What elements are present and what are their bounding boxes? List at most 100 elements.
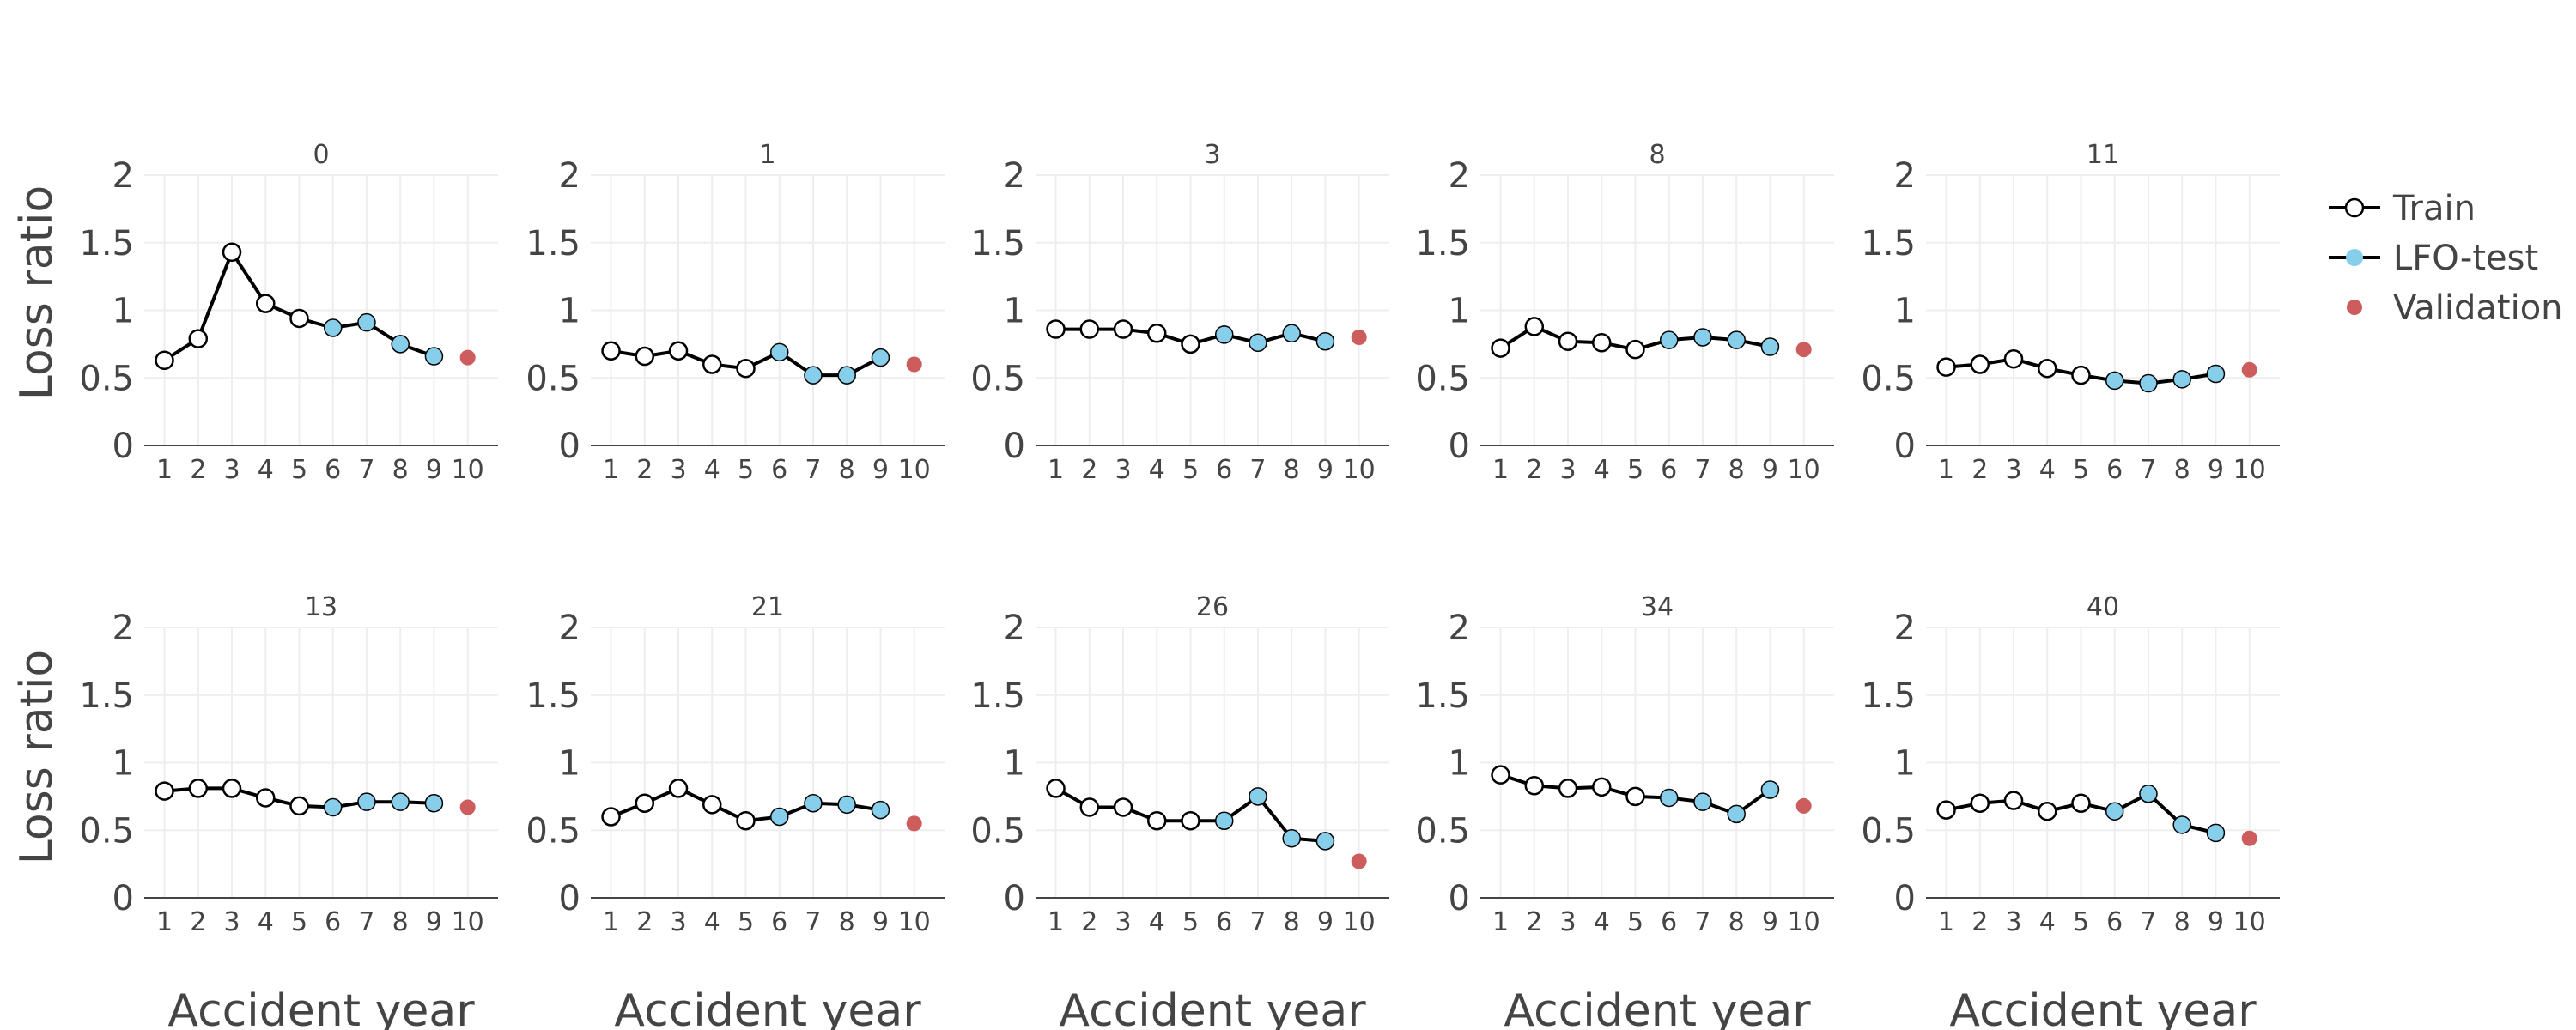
x-tick-label: 4 (2039, 455, 2056, 485)
x-tick-label: 6 (2106, 455, 2123, 485)
test-point (323, 797, 343, 817)
train-point (1970, 793, 1990, 813)
x-tick-label: 8 (392, 455, 409, 485)
x-tick-label: 4 (1149, 907, 1165, 937)
train-point (1147, 810, 1167, 831)
y-tick-label: 0.5 (79, 359, 134, 398)
x-tick-label: 10 (1343, 455, 1376, 485)
test-point (1249, 787, 1267, 806)
train-point (155, 350, 174, 371)
y-tick-label: 0 (112, 879, 134, 918)
train-point (222, 242, 242, 263)
y-tick-label: 1.5 (79, 676, 134, 716)
test-point (1214, 325, 1234, 344)
train-point (1046, 319, 1066, 339)
train-point (601, 807, 621, 827)
x-tick-label: 1 (1048, 455, 1064, 485)
x-tick-label: 6 (1216, 907, 1232, 937)
train-point (1558, 331, 1578, 351)
y-tick-label: 1 (1894, 744, 1916, 784)
train-point (289, 308, 309, 329)
x-tick-label: 3 (2005, 455, 2021, 485)
x-tick-label: 7 (1694, 907, 1710, 937)
y-tick-label: 1 (1004, 292, 1025, 331)
train-point (1079, 797, 1100, 817)
x-tick-label: 5 (1182, 907, 1199, 937)
train-point (1113, 319, 1133, 339)
x-tick-label: 9 (872, 455, 889, 485)
train-point (1524, 317, 1545, 336)
test-point (1760, 780, 1780, 799)
x-tick-label: 8 (839, 455, 855, 485)
test-point (424, 794, 444, 813)
legend-marker (2347, 300, 2362, 315)
test-point (357, 792, 376, 811)
x-tick-label: 4 (1594, 455, 1610, 485)
validation-point (906, 815, 922, 832)
x-tick-label: 1 (156, 455, 173, 485)
panel-1: 00.511.521 2 3 4 5 6 7 8 9 101 (526, 140, 945, 485)
y-tick-label: 2 (1894, 609, 1916, 648)
legend-label: LFO-test (2393, 239, 2538, 278)
x-tick-label: 5 (2073, 455, 2089, 485)
x-tick-label: 4 (258, 455, 274, 485)
test-point (2105, 371, 2124, 391)
test-point (837, 366, 856, 385)
x-tick-label: 9 (426, 907, 442, 937)
x-tick-label: 4 (258, 907, 274, 937)
y-tick-label: 0 (1004, 427, 1025, 466)
x-tick-label: 7 (358, 455, 374, 485)
x-tick-label: 7 (1249, 907, 1266, 937)
x-tick-label: 8 (1284, 907, 1300, 937)
train-point (1625, 786, 1645, 807)
panel-3: 00.511.521 2 3 4 5 6 7 8 9 103 (970, 140, 1389, 485)
train-point (1046, 779, 1066, 798)
y-tick-label: 2 (559, 156, 580, 196)
x-tick-label: 3 (223, 455, 240, 485)
test-point (871, 800, 890, 820)
test-point (837, 795, 856, 815)
x-tick-label: 5 (738, 907, 754, 937)
x-tick-label: 3 (1559, 907, 1576, 937)
x-tick-label: 2 (1971, 907, 1988, 937)
x-tick-label: 7 (358, 907, 374, 937)
x-tick-label: 8 (1728, 455, 1745, 485)
validation-point (2241, 361, 2257, 378)
test-point (1659, 788, 1679, 808)
validation-point (459, 799, 476, 815)
x-tick-label: 6 (325, 455, 341, 485)
test-point (2139, 784, 2158, 803)
y-tick-label: 0.5 (1861, 811, 1916, 851)
train-point (635, 793, 655, 813)
x-tick-label: 7 (2140, 907, 2156, 937)
x-tick-label: 1 (603, 455, 619, 485)
train-point (702, 354, 722, 374)
y-tick-label: 0.5 (1861, 359, 1916, 398)
test-point (1282, 828, 1301, 848)
test-point (391, 792, 410, 811)
x-tick-label: 10 (1788, 455, 1820, 485)
x-tick-label: 5 (738, 455, 754, 485)
test-point (424, 347, 444, 366)
x-axis-label: Accident year (1504, 985, 1811, 1030)
y-tick-label: 1 (1449, 292, 1470, 331)
y-tick-label: 2 (1004, 156, 1025, 196)
y-tick-label: 0.5 (970, 811, 1025, 851)
test-point (323, 318, 343, 337)
test-point (357, 312, 376, 332)
x-tick-label: 6 (1661, 455, 1677, 485)
legend-label: Validation (2393, 288, 2563, 328)
legend-item-validation: Validation (2347, 288, 2563, 328)
x-tick-label: 3 (223, 907, 240, 937)
panel-title: 8 (1649, 140, 1665, 170)
x-axis-label: Accident year (614, 985, 921, 1030)
y-axis-label-row-1: Loss ratio (11, 185, 63, 400)
train-point (1524, 776, 1545, 796)
train-point (1113, 797, 1133, 817)
x-tick-label: 6 (771, 907, 787, 937)
x-tick-label: 2 (1081, 907, 1097, 937)
